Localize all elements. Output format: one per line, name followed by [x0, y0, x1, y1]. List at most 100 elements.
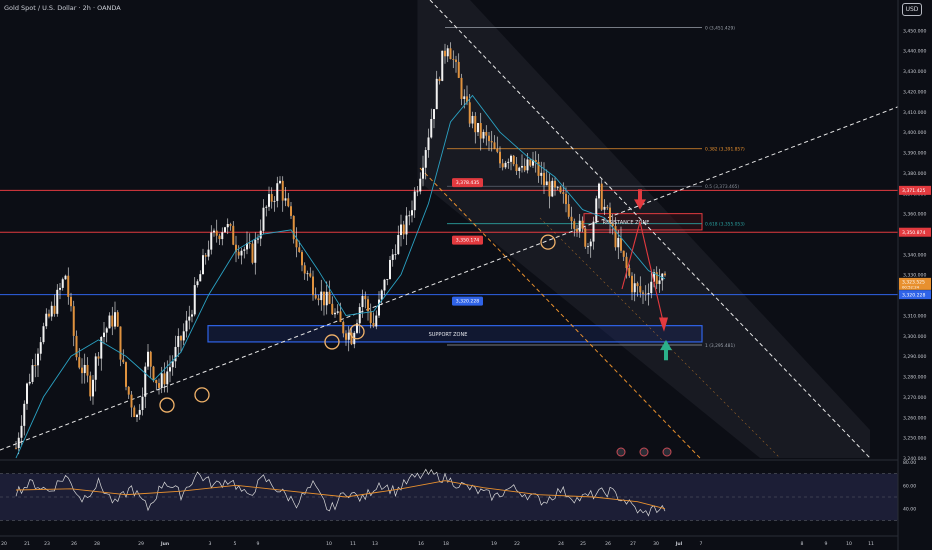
- rsi-tick-label: 60.00: [903, 483, 916, 489]
- candle-body: [424, 150, 427, 168]
- rsi-tick-label: 40.00: [903, 507, 916, 513]
- time-tick-label: 10: [326, 541, 332, 547]
- candle-body: [39, 342, 42, 354]
- candle-body: [75, 335, 78, 358]
- candle-body: [174, 346, 177, 362]
- price-tick-label: 3,240.000: [903, 456, 926, 462]
- price-tick-label: 3,440.000: [903, 49, 926, 55]
- candle-body: [114, 312, 116, 327]
- channel-upper-dashed: [429, 0, 871, 459]
- candle-body: [477, 123, 479, 133]
- resistance-zone-label: RESISTANCE ZONE: [603, 220, 650, 226]
- price-tick-label: 3,260.000: [903, 415, 926, 421]
- projection-path: [621, 221, 665, 326]
- candle-body: [573, 221, 576, 229]
- candle-body: [284, 198, 287, 201]
- candle-body: [644, 293, 647, 295]
- candle-body: [633, 283, 636, 293]
- candle-body: [226, 223, 229, 228]
- candle-body: [287, 198, 290, 207]
- rsi-line: [15, 468, 666, 517]
- candle-body: [53, 305, 56, 314]
- time-tick-label: 20: [1, 541, 7, 547]
- candle-body: [493, 142, 496, 149]
- pivot-circle-marker: [194, 387, 210, 403]
- candle-body: [185, 320, 188, 332]
- candle-body: [595, 198, 598, 222]
- candle-body: [103, 332, 105, 338]
- candle-body: [235, 244, 237, 252]
- candle-body: [59, 287, 61, 290]
- candle-body: [306, 273, 309, 275]
- candle-body: [490, 141, 493, 143]
- time-tick-label: 18: [443, 541, 449, 547]
- candle-body: [229, 223, 232, 226]
- candle-body: [419, 178, 422, 192]
- candle-body: [642, 292, 644, 294]
- price-badge: [452, 296, 483, 306]
- candle-body: [160, 373, 163, 388]
- candle-body: [37, 353, 39, 366]
- candle-body: [193, 285, 196, 315]
- candle-body: [543, 172, 545, 186]
- candle-body: [466, 96, 468, 103]
- candle-body: [281, 180, 284, 201]
- candle-body: [191, 314, 193, 317]
- candle-body: [270, 194, 273, 202]
- candle-body: [347, 332, 350, 340]
- currency-toggle[interactable]: USD: [902, 3, 922, 16]
- candle-body: [545, 181, 548, 186]
- candle-body: [257, 238, 259, 240]
- candle-body: [474, 115, 477, 133]
- candle-body: [562, 192, 565, 194]
- candle-body: [422, 167, 424, 179]
- candle-body: [501, 163, 504, 168]
- candle-body: [499, 151, 501, 164]
- candle-body: [658, 280, 661, 284]
- candle-body: [446, 48, 449, 57]
- candle-body: [567, 204, 570, 217]
- candle-body: [532, 159, 534, 166]
- candle-body: [334, 312, 336, 315]
- candle-body: [584, 228, 587, 247]
- candle-body: [512, 155, 515, 165]
- candle-body: [130, 394, 133, 408]
- candle-body: [246, 243, 248, 250]
- price-badge-label: 3,350.174: [456, 238, 479, 244]
- candle-body: [323, 291, 325, 306]
- candle-body: [655, 272, 658, 284]
- candle-body: [273, 200, 276, 202]
- candle-body: [510, 155, 512, 162]
- economic-event-icon[interactable]: [639, 447, 649, 457]
- candle-body: [152, 366, 155, 380]
- time-tick-label: 19: [491, 541, 497, 547]
- price-tick-label: 3,420.000: [903, 89, 926, 95]
- candle-body: [609, 207, 611, 224]
- candle-body: [614, 226, 617, 248]
- candle-body: [26, 383, 28, 404]
- candle-body: [180, 336, 182, 341]
- candle-body: [339, 311, 342, 322]
- candle-body: [20, 425, 23, 438]
- candle-body: [204, 255, 207, 257]
- candle-body: [488, 135, 490, 142]
- candle-body: [526, 159, 529, 171]
- time-tick-label: 27: [630, 541, 636, 547]
- economic-event-icon[interactable]: [616, 447, 626, 457]
- economic-event-icon[interactable]: [662, 447, 672, 457]
- candle-body: [578, 220, 581, 232]
- price-badge: [452, 235, 483, 245]
- candle-body: [78, 357, 81, 368]
- candle-body: [631, 275, 633, 293]
- candle-body: [243, 249, 246, 251]
- candle-body: [111, 315, 114, 327]
- candle-body: [625, 256, 628, 269]
- candle-body: [45, 313, 48, 327]
- chart-title: Gold Spot / U.S. Dollar · 2h · OANDA: [4, 4, 121, 12]
- candle-body: [42, 326, 45, 343]
- candle-body: [276, 183, 279, 201]
- candle-body: [92, 379, 94, 397]
- candle-body: [460, 77, 463, 99]
- time-tick-label: 30: [653, 541, 659, 547]
